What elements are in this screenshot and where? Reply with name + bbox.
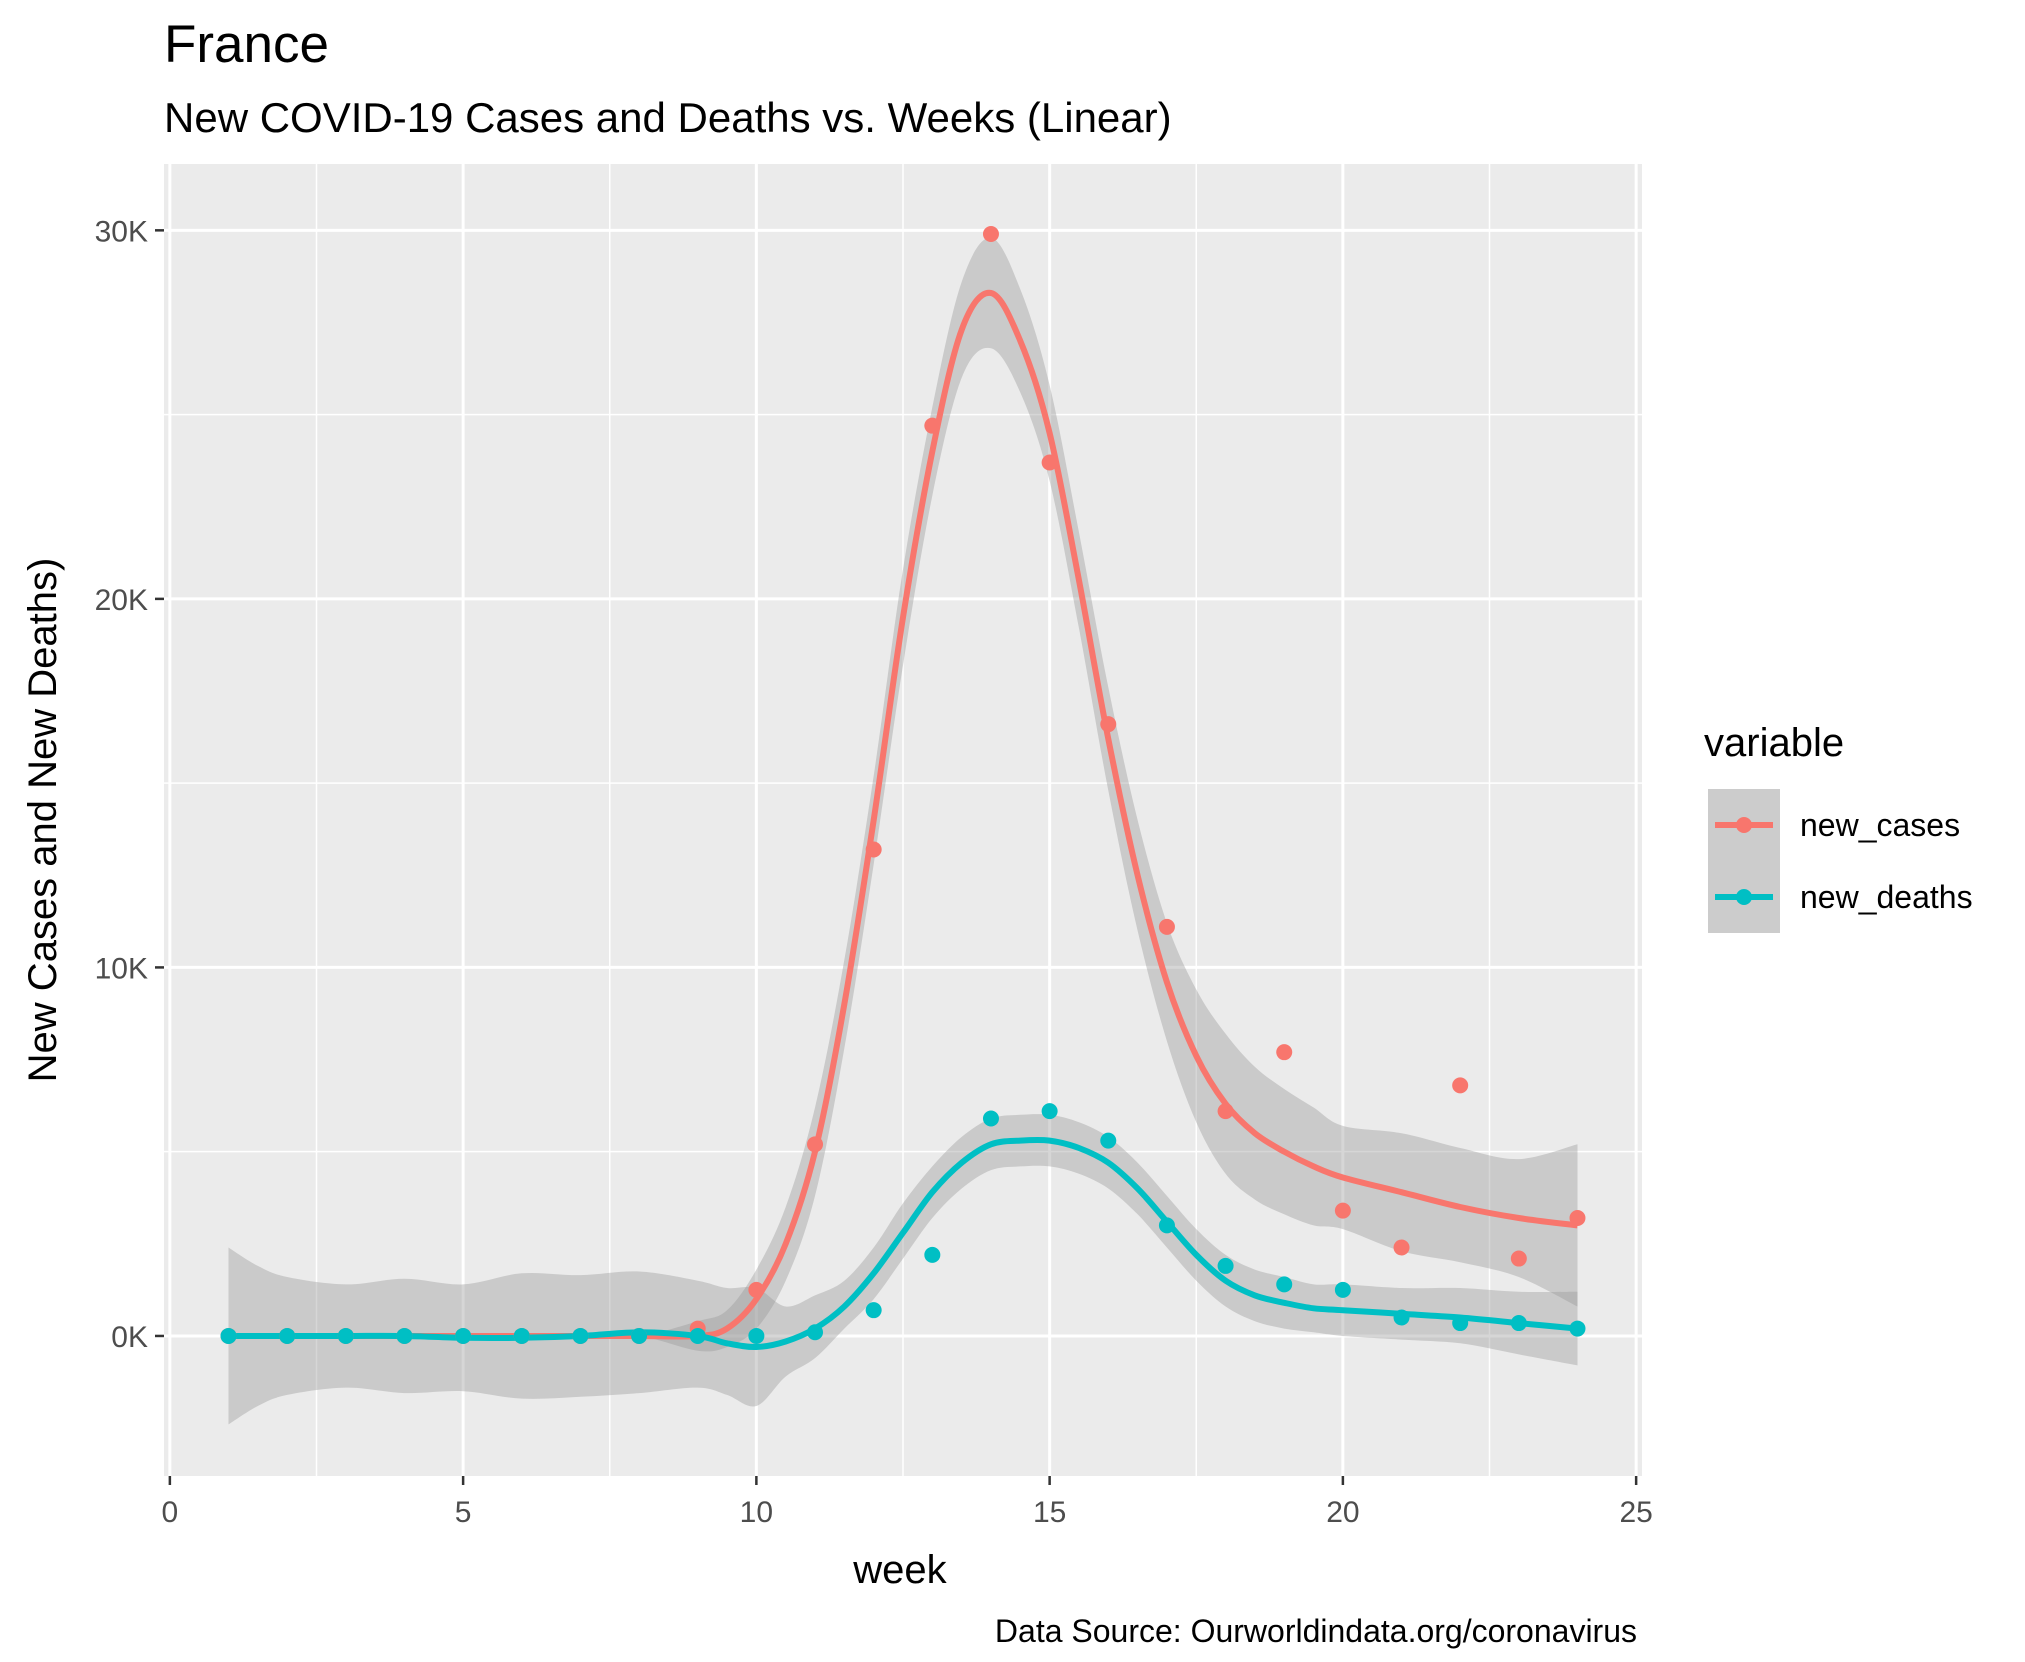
- point-new_deaths: [220, 1327, 237, 1344]
- point-new_cases: [1041, 454, 1058, 471]
- legend-point-new_deaths: [1736, 889, 1752, 905]
- grid-lines: [164, 164, 1642, 1476]
- point-new_cases: [924, 417, 941, 434]
- smooth-lines: [228, 289, 1578, 1351]
- point-new_deaths: [1276, 1276, 1293, 1293]
- legend-label-new_deaths: new_deaths: [1800, 879, 1973, 915]
- point-new_deaths: [1041, 1103, 1058, 1120]
- y-tick-label: 0K: [111, 1321, 148, 1354]
- x-axis-title: week: [852, 1548, 947, 1592]
- y-tick-label: 30K: [95, 215, 148, 248]
- point-new_deaths: [748, 1327, 765, 1344]
- y-tick-label: 10K: [95, 952, 148, 985]
- y-axis-title: New Cases and New Deaths): [21, 558, 65, 1083]
- point-new_deaths: [1569, 1320, 1586, 1337]
- point-new_cases: [1100, 716, 1117, 733]
- legend-label-new_cases: new_cases: [1800, 807, 1960, 843]
- point-new_cases: [1393, 1239, 1410, 1256]
- point-new_cases: [807, 1136, 824, 1153]
- point-new_deaths: [865, 1302, 882, 1319]
- point-new_deaths: [1217, 1257, 1234, 1274]
- point-new_deaths: [982, 1110, 999, 1127]
- data-points: [220, 226, 1586, 1344]
- x-tick-label: 15: [1033, 1496, 1066, 1529]
- x-tick-label: 10: [740, 1496, 773, 1529]
- x-tick-label: 0: [162, 1496, 179, 1529]
- point-new_deaths: [689, 1327, 706, 1344]
- point-new_deaths: [1393, 1309, 1410, 1326]
- point-new_deaths: [924, 1246, 941, 1263]
- point-new_cases: [1217, 1103, 1234, 1120]
- band-new_cases: [228, 237, 1578, 1352]
- point-new_cases: [748, 1281, 765, 1298]
- point-new_deaths: [1510, 1315, 1527, 1332]
- point-new_deaths: [513, 1327, 530, 1344]
- point-new_cases: [1452, 1077, 1469, 1094]
- x-axis: 0 5 10 15 20 25: [162, 1476, 1653, 1529]
- point-new_deaths: [1334, 1281, 1351, 1298]
- point-new_cases: [1510, 1250, 1527, 1267]
- point-new_deaths: [1452, 1315, 1469, 1332]
- legend-title: variable: [1704, 721, 1844, 765]
- point-new_deaths: [279, 1327, 296, 1344]
- point-new_cases: [982, 226, 999, 243]
- point-new_cases: [865, 841, 882, 858]
- x-tick-label: 25: [1619, 1496, 1652, 1529]
- band-new_deaths: [228, 1114, 1578, 1425]
- point-new_deaths: [337, 1327, 354, 1344]
- confidence-bands: [228, 237, 1578, 1425]
- point-new_cases: [1276, 1044, 1293, 1061]
- caption: Data Source: Ourworldindata.org/coronavi…: [995, 1613, 1637, 1649]
- chart-title: France: [164, 15, 329, 74]
- point-new_cases: [1158, 918, 1175, 935]
- point-new_cases: [1334, 1202, 1351, 1219]
- y-tick-label: 20K: [95, 584, 148, 617]
- line-new_deaths: [228, 1136, 1578, 1351]
- legend-point-new_cases: [1736, 817, 1752, 833]
- point-new_deaths: [455, 1327, 472, 1344]
- point-new_deaths: [1100, 1132, 1117, 1149]
- point-new_deaths: [631, 1327, 648, 1344]
- x-tick-label: 20: [1326, 1496, 1359, 1529]
- legend: variable new_cases new_deaths: [1704, 721, 1973, 933]
- point-new_deaths: [1158, 1217, 1175, 1234]
- point-new_deaths: [572, 1327, 589, 1344]
- y-axis: 0K 10K 20K 30K: [95, 215, 164, 1354]
- x-tick-label: 5: [455, 1496, 472, 1529]
- chart-subtitle: New COVID-19 Cases and Deaths vs. Weeks …: [164, 94, 1172, 141]
- point-new_deaths: [396, 1327, 413, 1344]
- point-new_cases: [1569, 1210, 1586, 1227]
- point-new_deaths: [807, 1324, 824, 1341]
